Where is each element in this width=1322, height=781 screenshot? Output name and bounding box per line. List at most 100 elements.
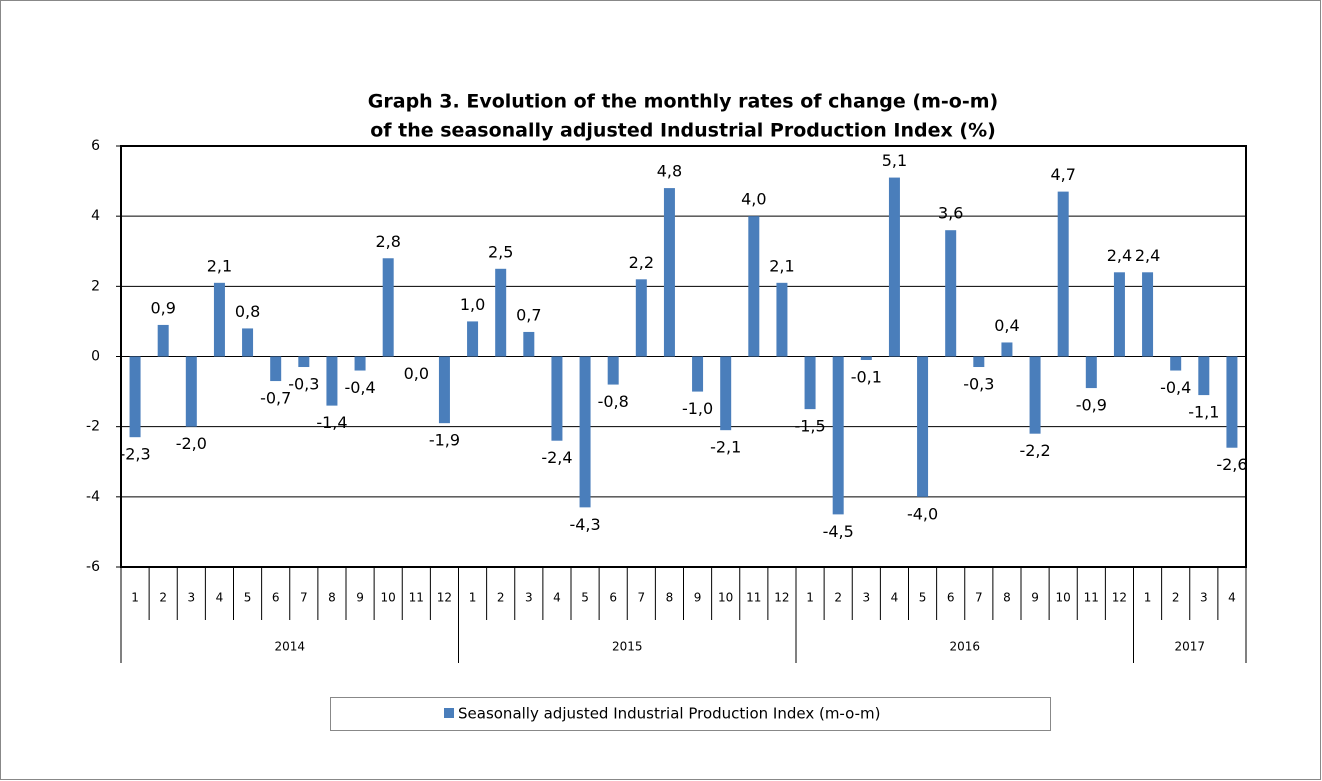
y-tick-label: -4 (86, 489, 100, 505)
y-tick-label: 2 (91, 278, 100, 294)
x-tick-label: 11 (746, 591, 761, 605)
data-label: 0,9 (150, 298, 175, 317)
x-tick-label: 4 (1228, 591, 1236, 605)
x-tick-label: 6 (272, 591, 280, 605)
data-label: 2,1 (207, 256, 232, 275)
bar (1001, 342, 1013, 357)
bar (973, 356, 985, 368)
bar (804, 356, 816, 410)
x-tick-label: 10 (718, 591, 733, 605)
x-group-label: 2016 (949, 640, 980, 654)
x-tick-label: 1 (469, 591, 477, 605)
data-label: -0,7 (260, 389, 291, 408)
x-tick-label: 9 (356, 591, 364, 605)
bar (579, 356, 591, 508)
bar (860, 356, 872, 361)
data-label: 2,1 (769, 256, 794, 275)
data-label: -1,5 (794, 417, 825, 436)
bar (888, 177, 900, 357)
chart-title: of the seasonally adjusted Industrial Pr… (370, 120, 996, 142)
x-tick-label: 2 (159, 591, 167, 605)
x-tick-label: 3 (525, 591, 533, 605)
data-label: -2,3 (119, 445, 150, 464)
bar (607, 356, 619, 385)
legend-label: Seasonally adjusted Industrial Productio… (458, 705, 880, 723)
x-tick-label: 1 (806, 591, 814, 605)
data-label: -0,1 (851, 368, 882, 387)
x-tick-label: 4 (216, 591, 224, 605)
x-tick-label: 7 (300, 591, 308, 605)
bar (1198, 356, 1210, 396)
x-tick-label: 8 (1003, 591, 1011, 605)
chart-title: Graph 3. Evolution of the monthly rates … (368, 91, 998, 113)
data-label: -1,4 (316, 413, 347, 432)
x-tick-label: 1 (1144, 591, 1152, 605)
x-tick-label: 4 (891, 591, 899, 605)
bar (692, 356, 704, 392)
x-tick-label: 3 (862, 591, 870, 605)
data-label: -4,3 (569, 515, 600, 534)
bar (748, 216, 760, 357)
x-tick-label: 9 (1031, 591, 1039, 605)
x-tick-label: 2 (834, 591, 842, 605)
bar (1085, 356, 1097, 389)
data-label: 0,4 (994, 316, 1019, 335)
bar (270, 356, 282, 382)
bar (438, 356, 450, 424)
bar (213, 282, 225, 357)
x-tick-label: 8 (666, 591, 674, 605)
data-label: 4,7 (1050, 165, 1075, 184)
x-tick-label: 12 (774, 591, 789, 605)
data-label: -2,4 (541, 448, 572, 467)
data-label: -0,3 (963, 375, 994, 394)
data-label: 4,0 (741, 190, 766, 209)
x-tick-label: 3 (1200, 591, 1208, 605)
y-tick-label: -2 (86, 419, 100, 435)
bar (720, 356, 732, 431)
data-label: -2,1 (710, 438, 741, 457)
x-tick-label: 11 (1084, 591, 1099, 605)
bar (551, 356, 563, 441)
x-tick-label: 10 (381, 591, 396, 605)
bar (1170, 356, 1182, 371)
data-label: -1,0 (682, 399, 713, 418)
data-label: -1,1 (1188, 403, 1219, 422)
data-label: -0,3 (288, 375, 319, 394)
bar (635, 279, 647, 357)
data-label: 4,8 (657, 162, 682, 181)
data-label: -0,9 (1076, 396, 1107, 415)
x-tick-label: 7 (975, 591, 983, 605)
y-tick-label: 4 (91, 208, 100, 224)
x-tick-label: 5 (919, 591, 927, 605)
x-tick-label: 12 (1112, 591, 1127, 605)
x-tick-label: 5 (581, 591, 589, 605)
bar (917, 356, 929, 497)
bar (1113, 272, 1125, 357)
x-tick-label: 5 (244, 591, 252, 605)
x-tick-label: 2 (1172, 591, 1180, 605)
data-label: 2,4 (1135, 246, 1160, 265)
x-tick-label: 1 (131, 591, 139, 605)
bar (1142, 272, 1154, 357)
bar (1029, 356, 1041, 434)
bar (382, 258, 394, 357)
data-label: 2,2 (629, 253, 654, 272)
bar (1226, 356, 1238, 448)
legend-swatch (444, 708, 454, 718)
data-label: -1,9 (429, 431, 460, 450)
x-group-label: 2017 (1174, 640, 1205, 654)
bar (776, 282, 788, 357)
bar (326, 356, 338, 406)
bar (663, 188, 675, 357)
data-label: 3,6 (938, 204, 963, 223)
data-label: -2,2 (1019, 441, 1050, 460)
x-tick-label: 2 (497, 591, 505, 605)
data-label: -4,0 (907, 504, 938, 523)
x-tick-label: 8 (328, 591, 336, 605)
bar (1057, 191, 1069, 357)
bar (298, 356, 310, 368)
x-tick-label: 7 (637, 591, 645, 605)
data-label: 0,0 (404, 364, 429, 383)
bar (354, 356, 366, 371)
